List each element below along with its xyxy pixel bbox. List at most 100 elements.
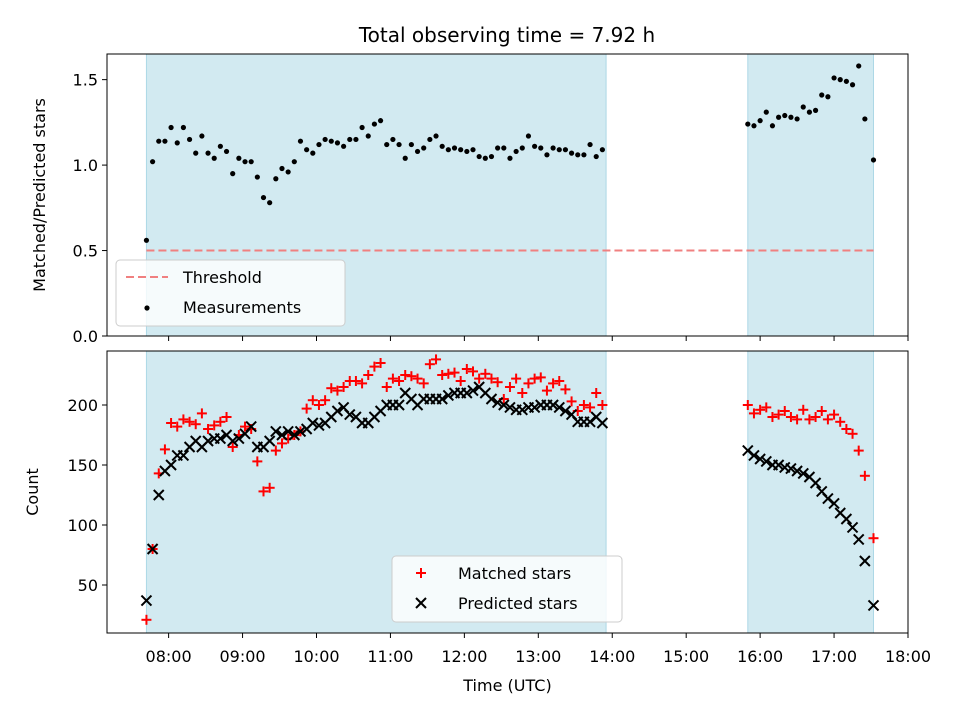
- measurement-point: [211, 155, 217, 161]
- matched-star-point: [270, 445, 281, 456]
- matched-star-point: [203, 424, 214, 434]
- predicted-star-mark-b: [399, 387, 411, 399]
- matched-star-point: [178, 414, 189, 425]
- matched-star-point: [847, 428, 858, 439]
- measurement-point: [870, 157, 877, 163]
- measurement-point: [812, 107, 819, 113]
- measurement-point: [168, 124, 174, 131]
- predicted-star-mark-b: [473, 381, 485, 393]
- predicted-star-mark-b: [859, 555, 871, 567]
- top-panel: 0.0 0.5 1.0 1.5 Matched/Predicted stars Thr…: [30, 53, 909, 346]
- predicted-star-point: [504, 401, 516, 414]
- matched-star-point: [835, 416, 846, 427]
- matched-star-point: [859, 470, 870, 481]
- predicted-star-point: [853, 533, 865, 546]
- measurement-point: [396, 141, 402, 148]
- bottom-y-tick-label: 200: [67, 396, 98, 415]
- top-measurement-points: [143, 63, 877, 243]
- matched-star-point: [437, 370, 448, 380]
- measurement-point: [445, 147, 451, 153]
- predicted-star-mark-b: [337, 401, 350, 414]
- predicted-star-point: [867, 599, 880, 612]
- predicted-star-mark-b: [867, 599, 880, 612]
- matched-star-point: [480, 368, 491, 379]
- matched-star-point: [313, 400, 324, 410]
- measurement-point: [538, 145, 544, 151]
- predicted-star-point: [553, 401, 565, 414]
- predicted-star-mark-b: [153, 489, 165, 501]
- measurement-point: [806, 109, 813, 115]
- measurement-point: [414, 148, 421, 155]
- matched-star-point: [338, 382, 349, 392]
- predicted-star-point: [467, 384, 479, 397]
- predicted-star-mark-b: [748, 449, 760, 462]
- matched-star-point: [792, 414, 803, 425]
- bottom-x-tick-label: 08:00: [146, 647, 192, 666]
- predicted-star-mark-b: [177, 449, 190, 462]
- predicted-star-point: [153, 489, 165, 501]
- predicted-star-mark-b: [214, 432, 227, 445]
- matched-star-point: [431, 354, 442, 365]
- matched-star-point: [141, 614, 152, 625]
- measurement-point: [831, 75, 837, 81]
- predicted-star-mark-b: [498, 399, 510, 411]
- measurement-point: [769, 123, 776, 129]
- predicted-star-point: [313, 419, 325, 432]
- matched-star-point: [381, 382, 392, 392]
- predicted-star-mark-b: [528, 401, 541, 414]
- predicted-star-point: [276, 429, 288, 441]
- predicted-star-mark-b: [350, 411, 362, 423]
- measurement-point: [819, 92, 825, 98]
- predicted-star-point: [436, 393, 448, 405]
- predicted-star-mark-b: [270, 425, 282, 438]
- measurement-point: [562, 147, 569, 153]
- legend-measurements-label: Measurements: [183, 298, 301, 317]
- predicted-star-mark-b: [220, 429, 233, 441]
- measurement-point: [162, 138, 168, 144]
- predicted-star-point: [760, 455, 772, 468]
- matched-star-point: [541, 385, 552, 396]
- predicted-star-point: [797, 467, 809, 480]
- matched-star-point: [443, 368, 454, 379]
- measurement-point: [267, 200, 273, 206]
- bottom-x-tick-label: 10:00: [293, 647, 339, 666]
- measurement-point: [433, 133, 439, 139]
- matched-star-point: [529, 373, 540, 384]
- predicted-star-mark-b: [226, 435, 239, 447]
- measurement-point: [862, 116, 868, 122]
- predicted-star-point: [140, 594, 153, 607]
- matched-star-point: [240, 421, 251, 432]
- matched-star-point: [172, 421, 183, 432]
- measurement-point: [408, 141, 414, 148]
- measurement-point: [384, 141, 390, 148]
- matched-star-point: [418, 378, 429, 389]
- predicted-star-mark-b: [282, 425, 294, 438]
- predicted-star-mark-b: [742, 444, 754, 457]
- bottom-axes-frame: [106, 350, 909, 634]
- matched-star-point: [742, 400, 753, 410]
- predicted-star-mark-b: [846, 521, 859, 534]
- top-observing-window-2: [747, 53, 874, 337]
- measurement-point: [304, 147, 310, 153]
- bottom-x-axis-label: Time (UTC): [462, 676, 551, 695]
- measurement-point: [556, 147, 562, 153]
- chart-title: Total observing time = 7.92 h: [358, 23, 655, 47]
- predicted-star-mark-b: [442, 389, 455, 402]
- measurement-point: [550, 145, 556, 151]
- predicted-star-mark-b: [779, 461, 791, 474]
- top-y-axis: 0.0 0.5 1.0 1.5: [73, 71, 107, 346]
- measurement-point: [371, 121, 378, 127]
- measurement-point: [476, 153, 482, 160]
- measurement-point: [377, 118, 384, 124]
- top-y-tick-label: 0.0: [73, 327, 98, 346]
- measurement-point: [291, 159, 297, 165]
- matched-star-point: [400, 370, 411, 380]
- predicted-star-mark-b: [828, 497, 840, 510]
- predicted-star-point: [344, 408, 356, 421]
- predicted-star-mark-b: [202, 435, 214, 447]
- predicted-star-point: [485, 393, 498, 405]
- measurement-point: [297, 138, 304, 144]
- measurement-point: [501, 145, 507, 151]
- matched-star-point: [816, 406, 827, 416]
